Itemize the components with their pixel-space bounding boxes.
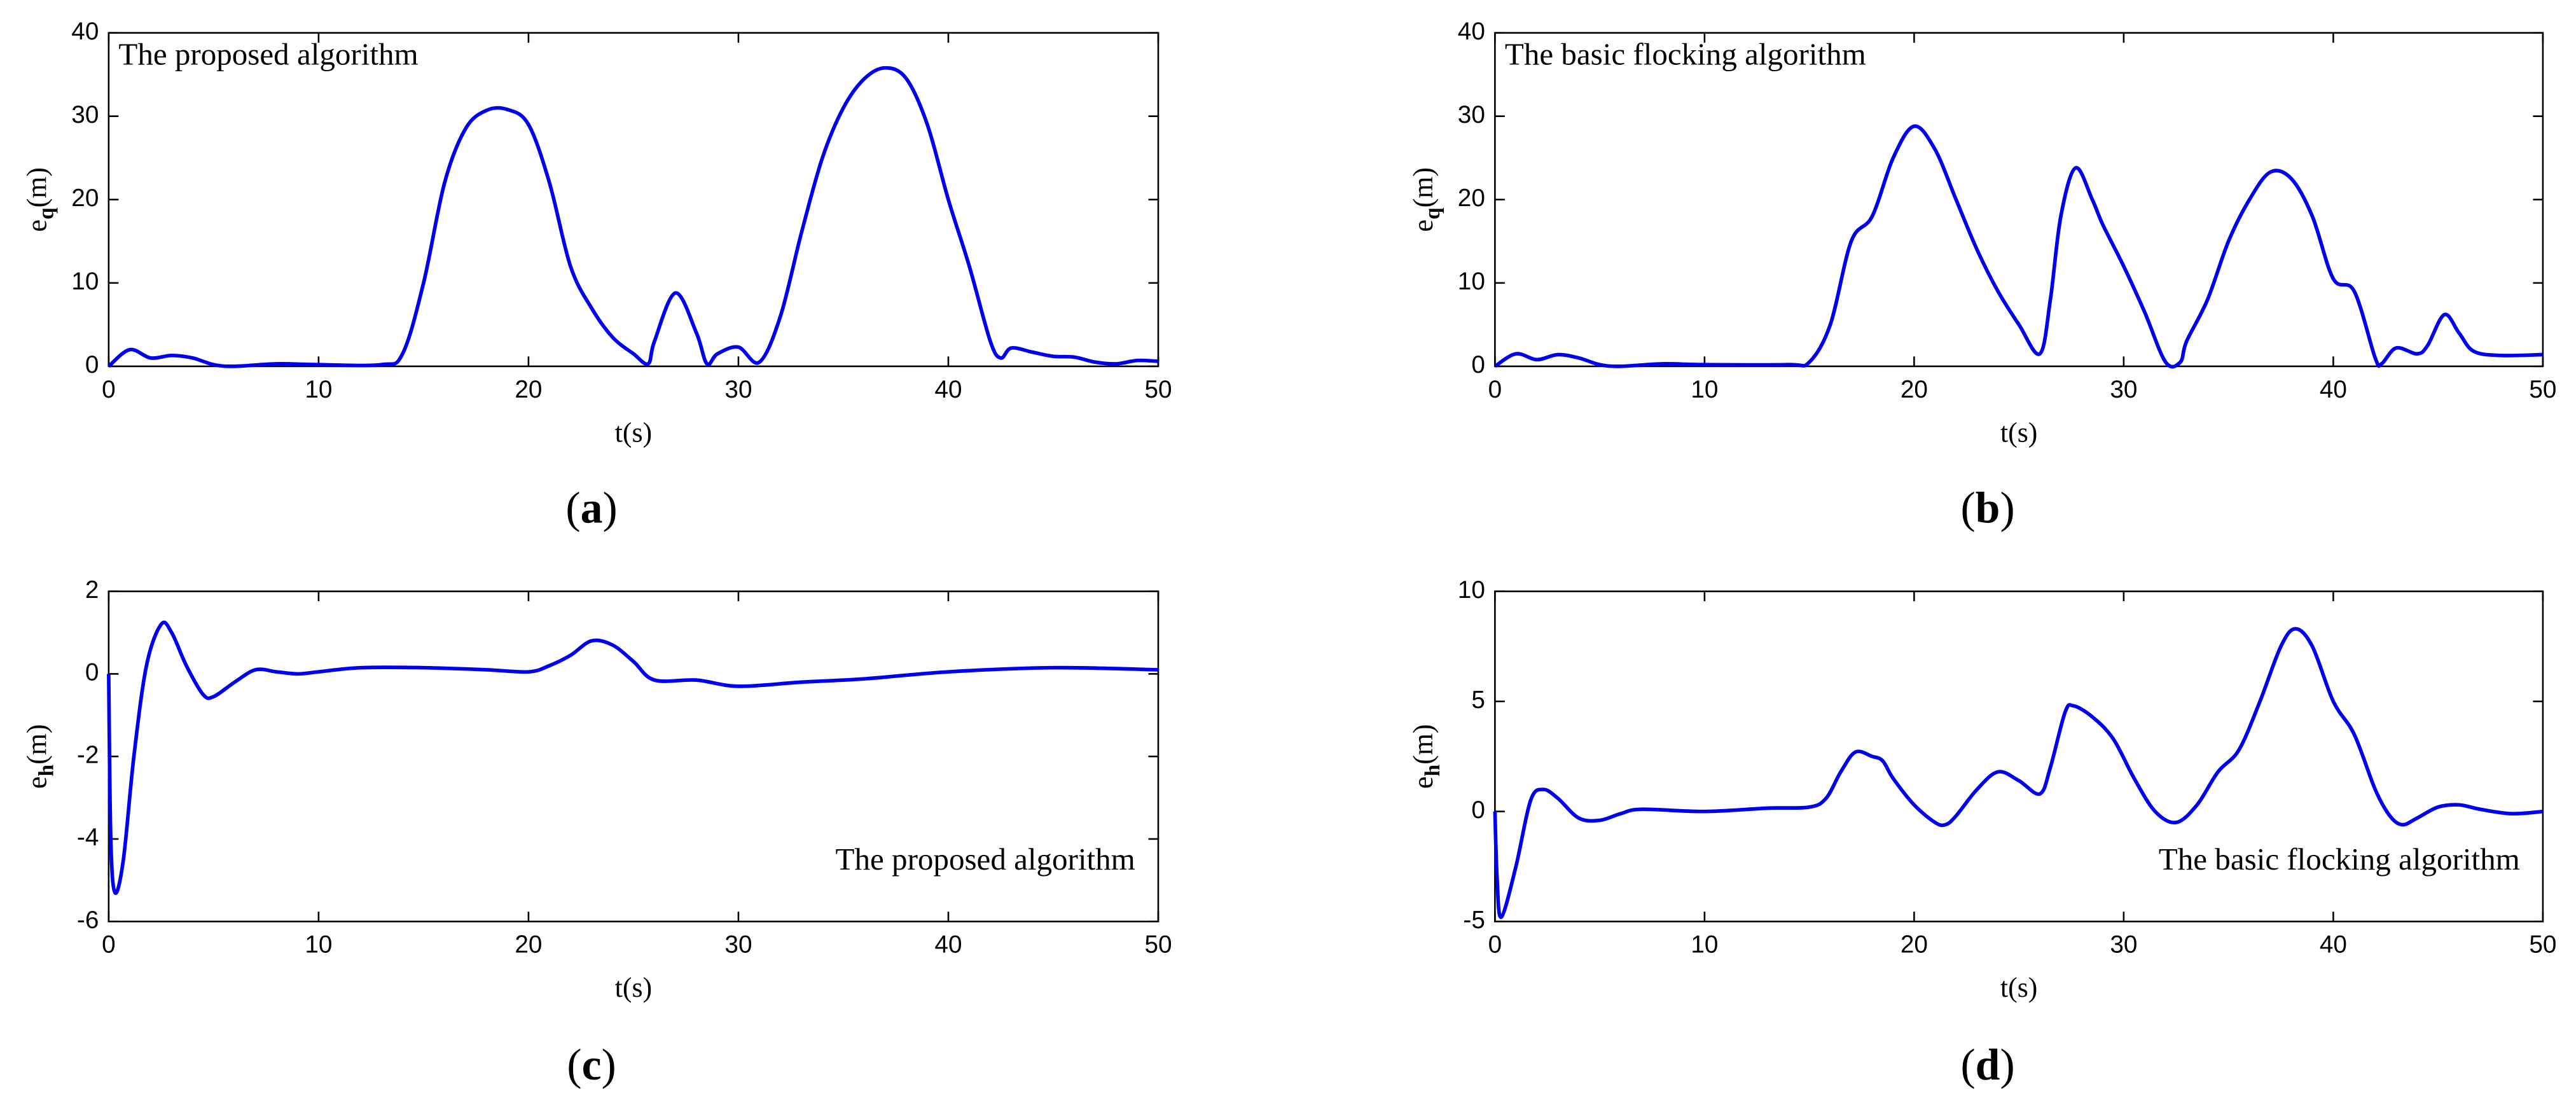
panel-label-part: b: [1976, 484, 2000, 533]
y-tick-label: -2: [77, 741, 99, 768]
y-axis-label: eq(m): [22, 167, 58, 232]
y-tick-label: 30: [1458, 101, 1485, 128]
subplot: 0 10 20 30 40 50 -6 -4 -2 0 2 t(s) eh(m) The proposed…: [22, 576, 1172, 1090]
y-label-base: e: [1408, 219, 1439, 232]
y-tick-label: 20: [71, 184, 99, 212]
annotation: The proposed algorithm: [836, 842, 1135, 877]
x-tick-label: 50: [2529, 931, 2556, 959]
panel-label-part: (: [567, 1041, 581, 1090]
x-tick-label: 30: [724, 376, 752, 403]
x-tick-label: 30: [724, 931, 752, 959]
x-tick-label: 40: [934, 376, 962, 403]
panel-label-part: ): [603, 484, 618, 533]
panel-label: (d): [1960, 1041, 2014, 1090]
data-line: [107, 620, 1159, 895]
annotation: The proposed algorithm: [118, 37, 418, 72]
x-tick-label: 50: [1144, 931, 1172, 959]
panel-label-part: ): [2000, 1041, 2014, 1090]
panel-label-part: c: [582, 1041, 602, 1090]
y-label-unit: (m): [22, 167, 52, 207]
annotation: The basic flocking algorithm: [2159, 842, 2520, 877]
panel-label-part: a: [581, 484, 603, 533]
panel-label: (b): [1960, 484, 2014, 533]
x-tick-label: 10: [305, 376, 332, 403]
x-axis-label: t(s): [2000, 417, 2038, 448]
y-label-unit: (m): [22, 724, 52, 764]
y-label-unit: (m): [1408, 724, 1439, 764]
panel-label-part: ): [2000, 484, 2014, 533]
panel-label-part: ): [602, 1041, 616, 1090]
y-tick-label: -5: [1463, 906, 1485, 934]
x-tick-label: 30: [2110, 376, 2137, 403]
subplot: 0 10 20 30 40 50 0 10 20 30 40 t(s) eq(m) The basic f…: [1408, 18, 2556, 533]
y-tick-label: 2: [85, 576, 99, 604]
panel-label: (c): [567, 1041, 616, 1090]
plot-frame: [1494, 590, 2544, 922]
y-tick-label: 10: [1458, 576, 1485, 604]
y-label-sub: q: [1421, 207, 1444, 219]
y-tick-label: -6: [77, 906, 99, 934]
x-tick-label: 10: [1691, 376, 1718, 403]
y-label-sub: h: [1421, 764, 1444, 776]
panel-label: (a): [565, 484, 617, 533]
plot-frame: [1494, 32, 2544, 368]
y-tick-label: 30: [71, 101, 99, 128]
y-tick-label: 40: [1458, 18, 1485, 45]
x-tick-label: 50: [1144, 376, 1172, 403]
y-axis-label: eh(m): [22, 724, 58, 789]
x-tick-label: 20: [515, 931, 542, 959]
x-tick-label: 10: [305, 931, 332, 959]
panel-label-part: d: [1976, 1041, 2000, 1090]
x-tick-label: 20: [1901, 376, 1928, 403]
y-tick-label: 10: [71, 268, 99, 295]
y-label-sub: q: [34, 207, 58, 219]
x-tick-label: 0: [102, 931, 116, 959]
x-tick-label: 30: [2110, 931, 2137, 959]
y-tick-label: 10: [1458, 268, 1485, 295]
x-tick-label: 10: [1691, 931, 1718, 959]
y-label-sub: h: [34, 764, 58, 776]
y-tick-label: 5: [1471, 686, 1485, 714]
y-label-base: e: [1408, 776, 1439, 788]
y-tick-label: 0: [1471, 796, 1485, 824]
y-label-base: e: [22, 776, 52, 788]
x-axis-label: t(s): [615, 417, 653, 448]
y-tick-label: 0: [1471, 351, 1485, 378]
data-line: [1493, 627, 2544, 919]
panel-label-part: (: [565, 484, 580, 533]
x-tick-label: 0: [102, 376, 116, 403]
panel-label-part: (: [1960, 1041, 1975, 1090]
y-tick-label: 40: [71, 18, 99, 45]
plot-frame: [107, 32, 1160, 368]
y-tick-label: 0: [85, 659, 99, 686]
x-tick-label: 40: [2320, 376, 2347, 403]
data-line: [1493, 124, 2543, 369]
x-tick-label: 20: [515, 376, 542, 403]
x-tick-label: 40: [2320, 931, 2347, 959]
subplot: 0 10 20 30 40 50 0 10 20 30 40 t(s) eq(m) The propose…: [22, 18, 1172, 533]
x-axis-label: t(s): [615, 973, 653, 1003]
y-axis-label: eh(m): [1408, 724, 1444, 789]
data-line: [107, 66, 1159, 368]
y-tick-label: -4: [77, 824, 99, 851]
y-axis-label: eq(m): [1408, 167, 1444, 232]
y-label-unit: (m): [1408, 167, 1439, 207]
x-tick-label: 50: [2529, 376, 2556, 403]
x-tick-label: 0: [1488, 931, 1502, 959]
y-label-base: e: [22, 219, 52, 232]
annotation: The basic flocking algorithm: [1505, 37, 1866, 72]
x-axis-label: t(s): [2000, 973, 2038, 1003]
y-tick-label: 20: [1458, 184, 1485, 212]
x-tick-label: 0: [1488, 376, 1502, 403]
x-tick-label: 40: [934, 931, 962, 959]
y-tick-label: 0: [85, 351, 99, 378]
panel-label-part: (: [1960, 484, 1975, 533]
x-tick-label: 20: [1901, 931, 1928, 959]
